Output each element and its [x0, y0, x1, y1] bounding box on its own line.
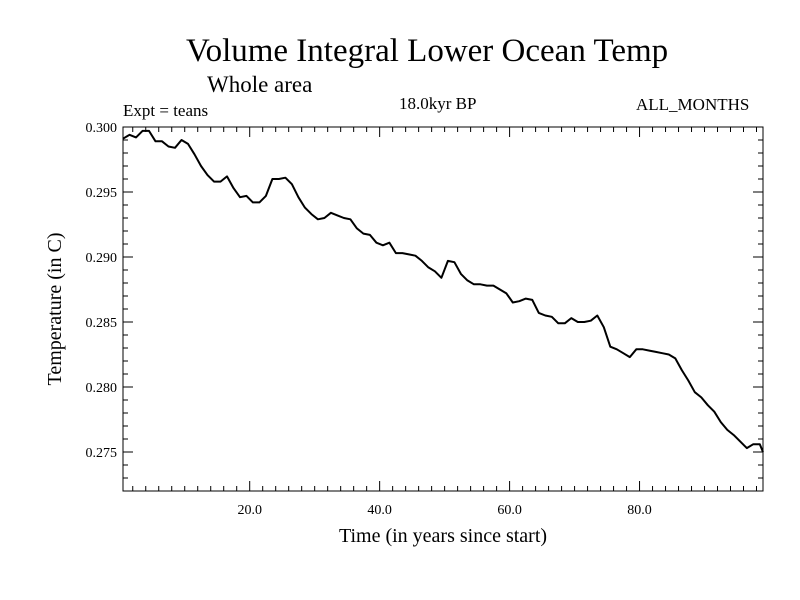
x-tick-label: 40.0 [367, 503, 392, 518]
y-tick-label: 0.290 [86, 251, 118, 266]
y-tick-label: 0.295 [86, 186, 118, 201]
y-tick-labels: 0.300 0.295 0.290 0.285 0.280 0.275 [86, 121, 118, 461]
x-axis-label: Time (in years since start) [339, 525, 547, 547]
x-tick-label: 60.0 [497, 503, 522, 518]
series-line [122, 129, 764, 453]
chart-title: Volume Integral Lower Ocean Temp [186, 33, 669, 69]
experiment-annotation: Expt = teans [123, 101, 209, 120]
axis-ticks [123, 126, 763, 492]
y-tick-label: 0.285 [86, 316, 118, 331]
y-tick-label: 0.275 [86, 446, 118, 461]
x-tick-labels: 20.0 40.0 60.0 80.0 [237, 503, 651, 518]
x-tick-label: 20.0 [237, 503, 262, 518]
months-annotation: ALL_MONTHS [636, 95, 750, 114]
y-axis-label: Temperature (in C) [44, 233, 66, 386]
y-tick-label: 0.280 [86, 381, 118, 396]
y-tick-label: 0.300 [86, 121, 118, 136]
x-tick-label: 80.0 [627, 503, 652, 518]
period-annotation: 18.0kyr BP [399, 94, 477, 113]
chart-subtitle: Whole area [207, 72, 313, 97]
